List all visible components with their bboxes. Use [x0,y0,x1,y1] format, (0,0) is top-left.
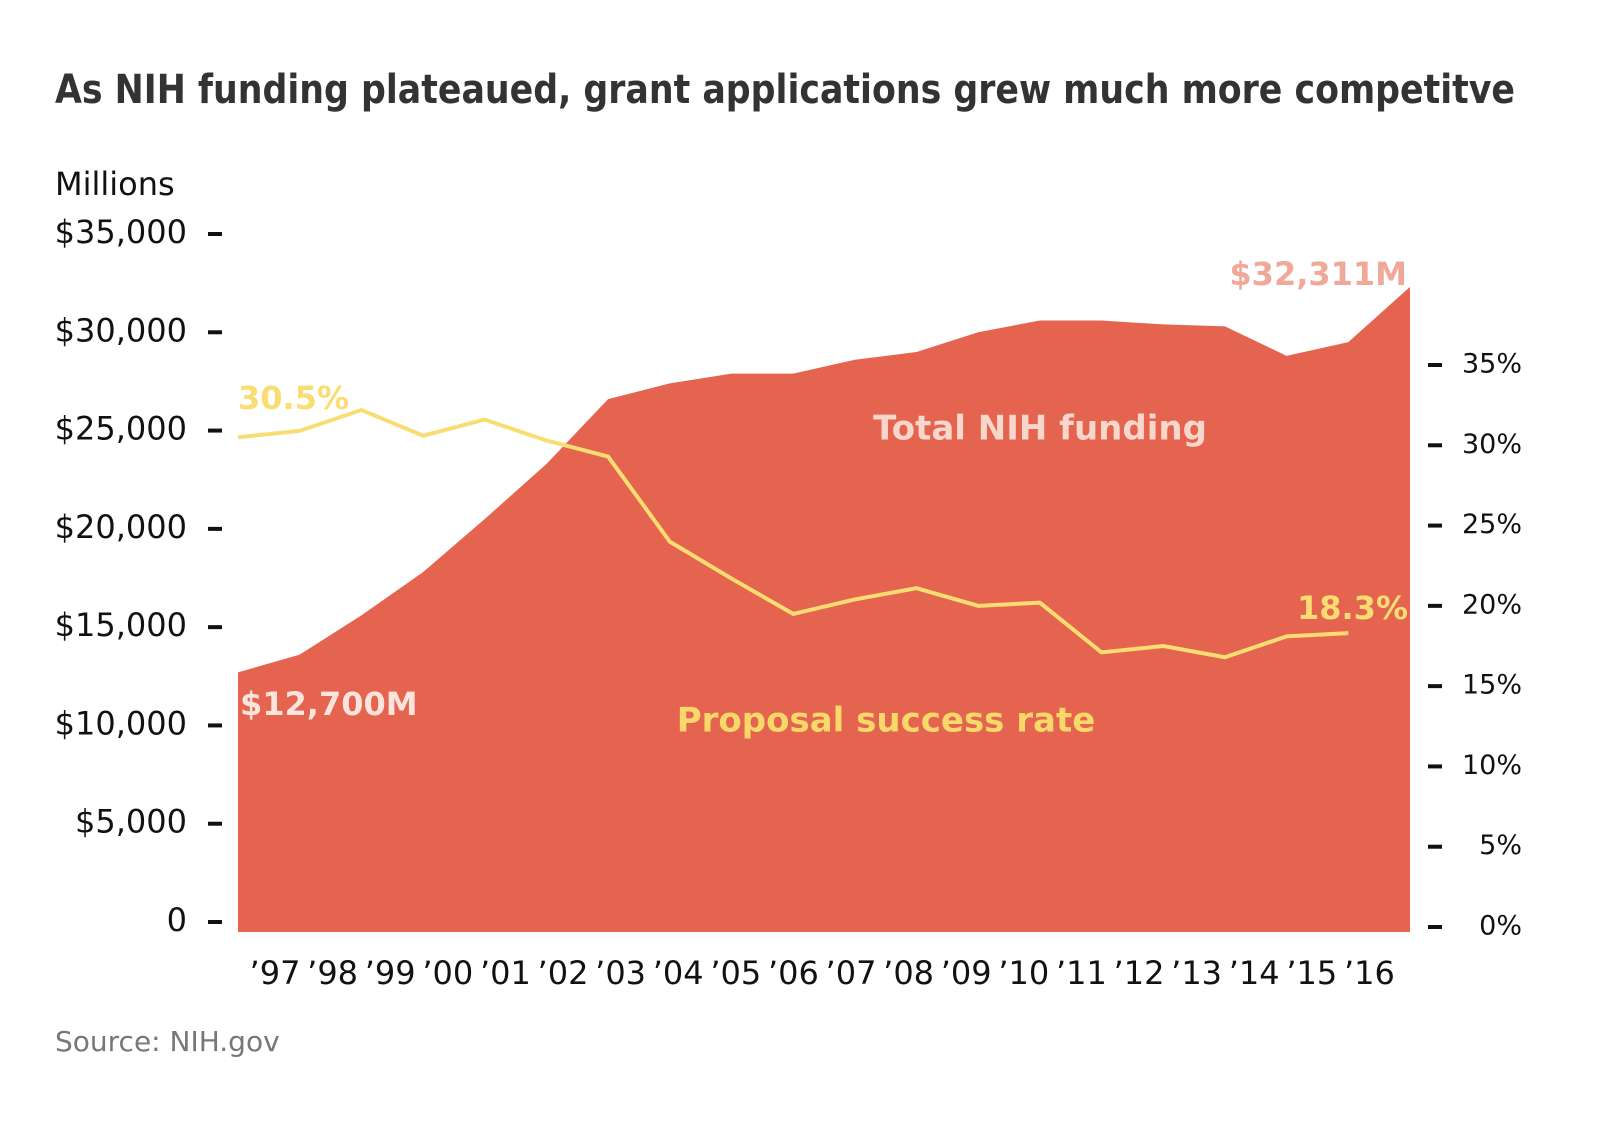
value-label: 30.5% [238,379,349,417]
y-tick-label: $30,000 [55,311,187,349]
x-tick-label: ’16 [1344,954,1395,992]
y-tick-label: $35,000 [55,213,187,251]
x-tick-label: ’07 [826,954,877,992]
x-tick-label: ’01 [480,954,531,992]
y-tick-label: $5,000 [75,803,187,841]
funding-area [238,286,1410,933]
x-tick-label: ’98 [307,954,358,992]
y-tick-label: $20,000 [55,508,187,546]
x-tick-label: ’09 [941,954,992,992]
x-tick-label: ’14 [1229,954,1280,992]
value-label: $32,311M [1229,255,1407,293]
source: Source: NIH.gov [55,1025,280,1058]
chart-title: As NIH funding plateaued, grant applicat… [55,67,1515,113]
y2-tick-label: 20% [1462,589,1522,620]
x-tick-label: ’08 [883,954,934,992]
y2-tick-label: 15% [1462,670,1522,701]
y-tick-label: 0 [167,901,187,939]
y-tick-label: $10,000 [55,704,187,742]
y-axis-label: Millions [55,165,175,203]
x-tick-label: ’02 [538,954,589,992]
x-tick-label: ’10 [998,954,1049,992]
value-label: 18.3% [1297,589,1408,627]
y2-tick-label: 25% [1462,509,1522,540]
x-tick-label: ’12 [1114,954,1165,992]
y-tick-label: $25,000 [55,410,187,448]
y2-tick-label: 0% [1479,911,1522,942]
y2-tick-label: 10% [1462,750,1522,781]
series-label: Total NIH funding [873,409,1207,449]
x-tick-label: ’11 [1056,954,1107,992]
value-label: $12,700M [240,685,418,723]
x-tick-label: ’13 [1171,954,1222,992]
y2-tick-label: 35% [1462,349,1522,380]
x-tick-label: ’06 [768,954,819,992]
x-tick-label: ’97 [250,954,301,992]
x-tick-label: ’04 [653,954,704,992]
x-tick-label: ’99 [365,954,416,992]
y2-tick-label: 5% [1479,830,1522,861]
series-label: Proposal success rate [677,701,1096,741]
x-tick-label: ’00 [422,954,473,992]
x-tick-label: ’05 [710,954,761,992]
success-rate-line [237,407,1349,660]
x-tick-label: ’15 [1286,954,1337,992]
x-tick-label: ’03 [595,954,646,992]
y2-tick-label: 30% [1462,429,1522,460]
y-tick-label: $15,000 [55,606,187,644]
